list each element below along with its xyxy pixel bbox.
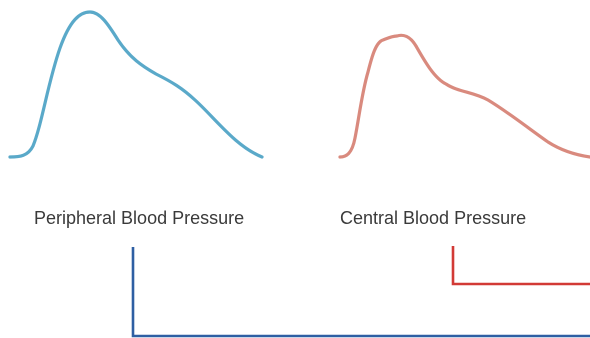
peripheral-connector-line <box>131 247 590 338</box>
central-connector-line <box>451 246 590 286</box>
peripheral-blood-pressure-label: Peripheral Blood Pressure <box>34 208 244 228</box>
central-pressure-waveform <box>338 33 590 159</box>
central-blood-pressure-label: Central Blood Pressure <box>340 208 526 228</box>
peripheral-pressure-waveform <box>8 10 264 159</box>
